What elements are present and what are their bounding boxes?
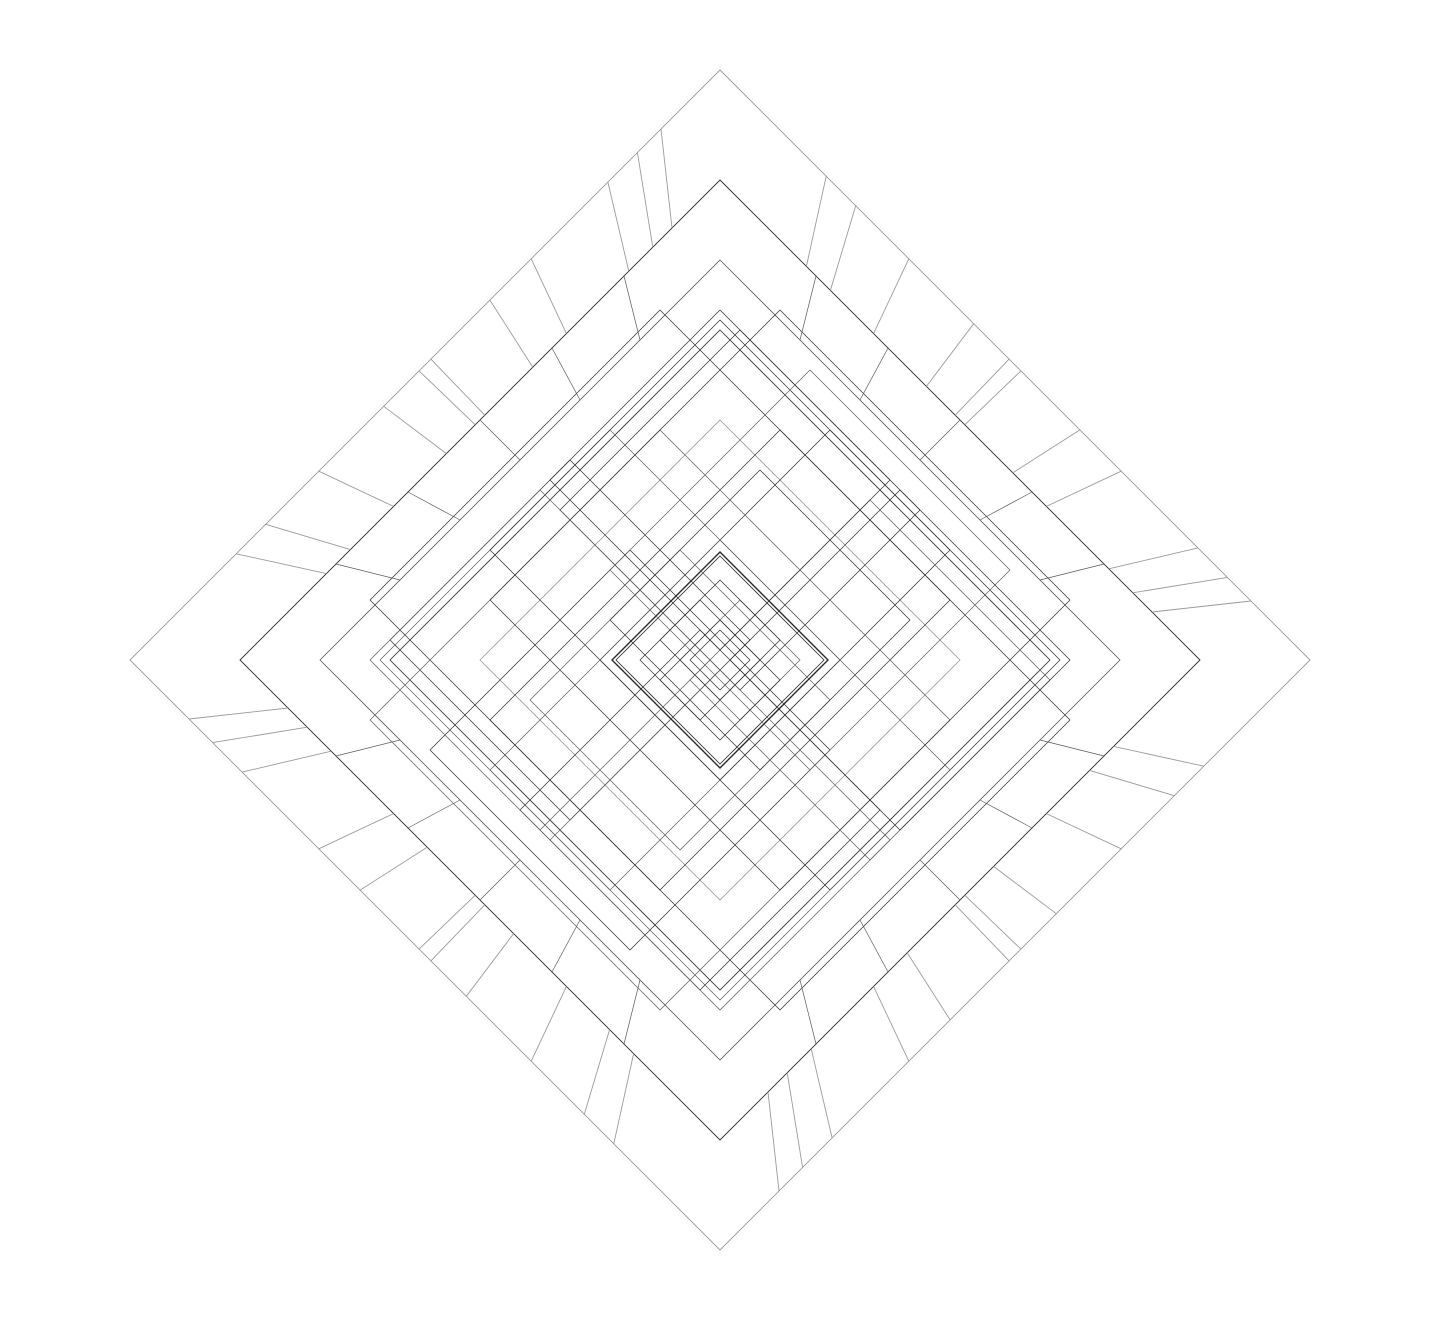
hatch-line-3-3 [1046, 813, 1122, 850]
hatch-line-4-8 [318, 813, 394, 850]
offset-diamond-15 [429, 549, 831, 951]
offset-diamond-25 [549, 669, 891, 1011]
hatch-line-4-10 [212, 726, 308, 744]
hatch-line-3-7 [906, 952, 951, 1021]
hatch-line-2-1 [805, 176, 827, 267]
hatch-line-2-5 [954, 358, 1010, 416]
nested-diamond-group [129, 69, 1311, 1251]
hatch-line-4-4 [465, 933, 514, 997]
hatch-line-3-11 [767, 1091, 780, 1192]
hatch-line-3-1 [1113, 745, 1204, 767]
hatch-line-1-10 [636, 152, 654, 248]
hatch-line-4-5 [430, 904, 486, 962]
offset-diamond-14 [609, 469, 911, 771]
hatch-line-2-8 [1046, 470, 1122, 507]
hatch-line-3-8 [873, 986, 910, 1062]
hatch-line-2-3 [873, 258, 910, 334]
hatch-line-3-5 [964, 894, 1022, 950]
hatch-line-4-6 [418, 894, 476, 950]
hatch-line-3-10 [786, 1072, 804, 1168]
inner-hatch-line-1-4 [551, 347, 581, 401]
hatch-line-4-9 [241, 750, 332, 773]
hatch-line-1-1 [236, 553, 327, 575]
center-diamond-inner [615, 555, 825, 765]
inner-hatch-line-4-3 [479, 859, 521, 901]
offset-diamond-13 [529, 549, 831, 851]
frame-diamond [239, 179, 1201, 1141]
hatch-line-1-6 [430, 358, 486, 416]
inner-hatch-line-3-3 [919, 859, 961, 901]
inner-hatch-line-2-1 [799, 275, 817, 341]
offset-diamond-21 [659, 619, 781, 741]
offset-diamond-23 [729, 489, 1071, 831]
hatch-line-3-9 [810, 1048, 833, 1139]
inner-hatch-line-4-5 [335, 739, 401, 757]
inner-hatch-line-4-2 [551, 919, 581, 973]
mid-diamond-2 [389, 329, 1051, 991]
band-tick-group [188, 128, 1252, 1192]
hatch-line-2-11 [1151, 600, 1252, 613]
hatch-line-1-5 [418, 370, 476, 426]
offset-diamond-1 [379, 429, 841, 891]
mid-diamond-3 [479, 419, 961, 901]
hatch-line-3-4 [993, 866, 1057, 915]
hatch-line-2-2 [829, 205, 857, 291]
hatch-line-1-8 [530, 258, 567, 334]
mid-diamond-1 [319, 259, 1121, 1061]
hatch-line-2-6 [964, 370, 1022, 426]
hatch-line-1-11 [660, 128, 673, 229]
inner-hatch-line-2-4 [979, 491, 1033, 521]
offset-diamond-2 [599, 429, 1061, 891]
hatch-line-4-3 [530, 986, 567, 1062]
inner-hatch-line-1-1 [335, 563, 401, 581]
inner-hatch-line-2-3 [919, 419, 961, 461]
hatch-line-1-2 [265, 523, 351, 551]
hatch-line-1-4 [383, 405, 447, 454]
inner-hatch-line-1-2 [407, 491, 461, 521]
hatch-line-1-9 [607, 181, 630, 272]
hatch-line-3-2 [1089, 769, 1175, 797]
hatch-line-3-6 [954, 904, 1010, 962]
inner-hatch-line-3-1 [1039, 739, 1105, 757]
offset-diamond-7 [369, 429, 951, 1011]
center-diamond [611, 551, 829, 769]
inner-hatch-line-2-2 [859, 347, 889, 401]
offset-diamond-17 [689, 629, 751, 691]
hatch-line-4-1 [613, 1053, 635, 1144]
offset-diamond-16 [609, 369, 1011, 771]
offset-diamond-4 [489, 539, 951, 1001]
hatch-line-4-2 [583, 1029, 611, 1115]
offset-diamond-20 [659, 579, 781, 701]
hatch-line-4-7 [359, 846, 428, 891]
inner-hatch-line-3-2 [979, 799, 1033, 829]
offset-diamond-8 [489, 309, 1071, 891]
inner-hatch-line-4-1 [623, 979, 641, 1045]
hatch-line-1-7 [489, 299, 534, 368]
offset-diamond-3 [489, 319, 951, 781]
inner-hatch-line-4-4 [407, 799, 461, 829]
inner-hatch-line-2-5 [1039, 563, 1105, 581]
hatch-line-4-11 [188, 707, 289, 720]
hatch-line-2-7 [1012, 429, 1081, 474]
outer-diamond [129, 69, 1311, 1251]
hatch-line-2-4 [926, 323, 975, 387]
inner-hatch-line-3-4 [859, 919, 889, 973]
hatch-line-1-3 [318, 470, 394, 507]
inner-hatch-line-1-5 [623, 275, 641, 341]
hatch-line-2-9 [1108, 547, 1199, 570]
offset-diamond-24 [549, 309, 891, 651]
inner-hatch-line-3-5 [799, 979, 817, 1045]
offset-diamond-6 [489, 429, 1071, 1011]
offset-diamond-22 [369, 489, 711, 831]
hatch-line-2-10 [1132, 576, 1228, 594]
inner-hatch-line-1-3 [479, 419, 521, 461]
